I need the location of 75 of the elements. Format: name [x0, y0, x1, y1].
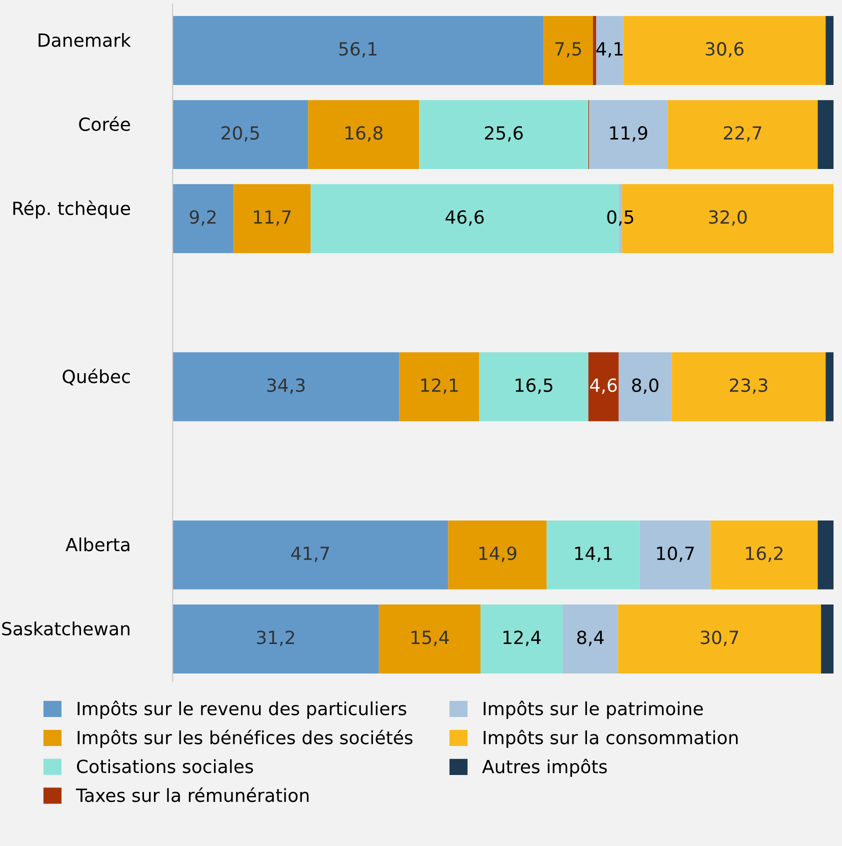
data-label: 25,6: [484, 126, 523, 142]
data-label: 23,3: [730, 378, 768, 394]
y-tick-label: Québec: [62, 368, 130, 386]
bar: [596, 16, 624, 85]
data-label: 14,9: [479, 546, 516, 562]
legend-label: Impôts sur le revenu des particuliers: [78, 700, 406, 719]
bar: [172, 100, 308, 170]
bar: [308, 100, 420, 170]
data-label: 9,2: [190, 210, 216, 226]
bar: [172, 352, 400, 422]
data-label: 14,1: [575, 546, 612, 562]
bar: [618, 352, 672, 422]
y-tick-label: Alberta: [66, 537, 130, 552]
legend-label: Impôts sur le patrimoine: [484, 700, 703, 719]
bar: [399, 352, 480, 422]
bar: [589, 100, 668, 170]
legend-label: Impôts sur les bénéfices des sociétés: [78, 730, 412, 748]
bar: [378, 604, 481, 674]
bar: [480, 604, 563, 674]
bar: [818, 100, 834, 170]
bar: [821, 604, 834, 674]
bar: [543, 16, 593, 85]
data-label: 12,1: [421, 378, 458, 394]
bar: [172, 184, 234, 254]
legend-label: Taxes sur la rémunération: [76, 787, 309, 802]
bar: [546, 520, 640, 590]
legend-label: Cotisations sociales: [76, 759, 254, 774]
bar: [618, 604, 822, 674]
bar: [640, 520, 711, 590]
bar: [172, 604, 379, 674]
bar: [448, 520, 547, 590]
legend-label: Impôts sur la consommation: [484, 730, 738, 748]
bar: [419, 100, 588, 170]
data-label: 30,7: [700, 630, 738, 646]
data-label: 16,2: [746, 546, 782, 562]
data-label: 34,3: [267, 378, 305, 394]
bar: [592, 16, 596, 85]
data-label: 56,1: [339, 42, 376, 58]
bar: [562, 604, 618, 674]
bar: [172, 520, 448, 590]
bar: [479, 352, 588, 422]
data-label: 7,5: [555, 42, 581, 58]
y-tick-label: Danemark: [38, 32, 131, 47]
bar: [623, 16, 826, 85]
data-label: 10,7: [657, 546, 694, 562]
data-label: 30,6: [706, 42, 744, 58]
bar: [818, 520, 834, 590]
data-label: 15,4: [412, 630, 449, 646]
bar: [588, 352, 619, 422]
bar: [826, 16, 834, 85]
data-label: 8,0: [632, 378, 658, 394]
bar: [172, 16, 544, 85]
bar: [672, 352, 826, 422]
data-label: 11,9: [610, 126, 648, 142]
data-label: 8,4: [577, 630, 604, 646]
data-label: 4,6: [590, 378, 617, 394]
data-label: 12,4: [503, 630, 541, 646]
bar: [668, 100, 818, 170]
data-label: 41,7: [291, 546, 329, 562]
data-label: 16,8: [346, 126, 382, 142]
data-label: 22,7: [724, 126, 762, 142]
data-label: 4,1: [596, 42, 623, 58]
y-tick-label: Rép. tchèque: [13, 200, 130, 219]
data-label: 46,6: [446, 210, 484, 226]
data-label: 20,5: [222, 126, 259, 142]
bar: [826, 352, 834, 422]
y-tick-label: Corée: [79, 116, 130, 132]
legend-label: Autres impôts: [482, 758, 607, 777]
y-tick-label: Saskatchewan: [2, 622, 130, 636]
bar: [710, 520, 818, 590]
data-label: 16,5: [516, 378, 552, 394]
bar: [233, 184, 311, 254]
data-label: 32,0: [709, 210, 747, 226]
data-label: 31,2: [256, 630, 294, 646]
data-label: 11,7: [254, 210, 291, 226]
